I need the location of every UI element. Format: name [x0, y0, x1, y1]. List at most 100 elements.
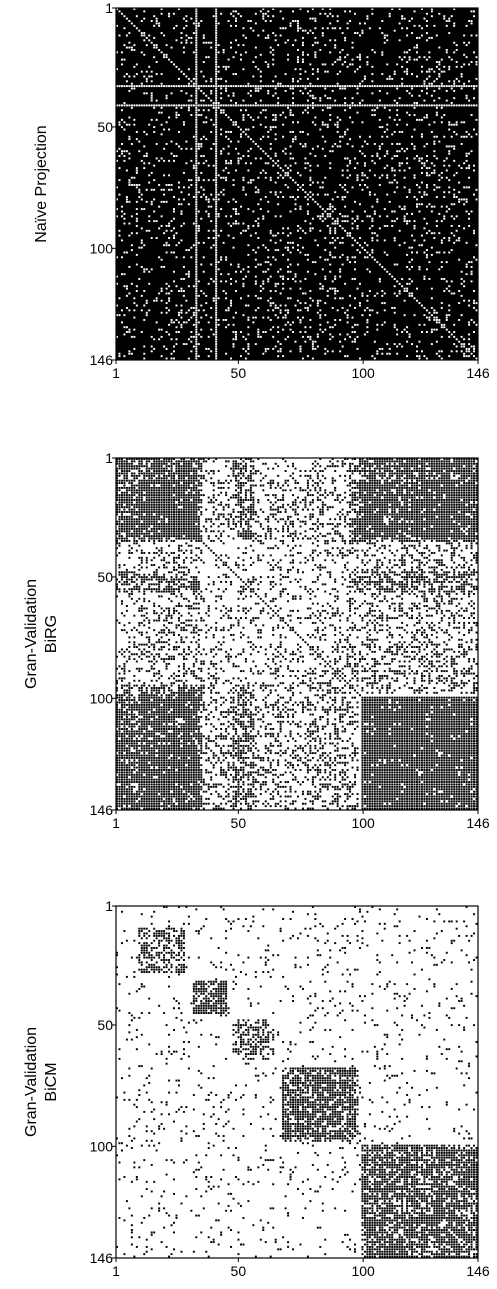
naive-projection-cell: [200, 196, 203, 198]
naive-projection-cell: [381, 290, 384, 293]
naive-projection-cell: [336, 222, 339, 225]
naive-projection-cell: [215, 229, 218, 232]
naive-projection-cell: [383, 34, 386, 37]
naive-projection-cell: [190, 41, 193, 44]
birg-cell: [116, 479, 118, 482]
naive-projection-cell: [289, 145, 292, 148]
naive-projection-cell: [274, 116, 277, 119]
naive-projection-cell: [249, 89, 252, 92]
birg-cell: [145, 518, 148, 521]
birg-cell: [197, 494, 200, 497]
naive-projection-cell: [232, 123, 235, 126]
birg-cell: [371, 470, 374, 472]
birg-cell: [128, 800, 131, 803]
naive-projection-cell: [448, 56, 451, 59]
birg-cell: [133, 759, 136, 762]
naive-projection-cell: [212, 297, 215, 300]
birg-cell: [123, 479, 126, 482]
birg-cell: [125, 460, 128, 463]
naive-projection-cell: [408, 220, 411, 223]
naive-projection-cell: [180, 323, 183, 326]
naive-projection-cell: [247, 304, 250, 307]
naive-projection-cell: [175, 285, 178, 288]
birg-cell: [438, 470, 441, 472]
naive-projection-cell: [274, 234, 277, 237]
naive-projection-cell: [358, 150, 361, 153]
naive-projection-cell: [292, 321, 295, 324]
birg-cell: [125, 609, 128, 612]
naive-projection-cell: [125, 123, 128, 126]
birg-cell: [170, 525, 173, 528]
naive-projection-cell: [195, 304, 198, 307]
naive-projection-cell: [212, 143, 215, 145]
birg-cell: [182, 489, 185, 492]
naive-projection-cell: [319, 229, 322, 232]
naive-projection-cell: [287, 265, 290, 268]
naive-projection-cell: [406, 104, 409, 107]
naive-projection-cell: [195, 333, 198, 336]
naive-projection-cell: [393, 99, 396, 102]
birg-cell: [150, 523, 153, 526]
naive-projection-cell: [195, 184, 198, 186]
birg-cell: [125, 696, 128, 699]
naive-projection-cell: [116, 208, 118, 211]
naive-projection-cell: [125, 198, 128, 201]
naive-projection-cell: [202, 155, 205, 157]
naive-projection-cell: [120, 126, 123, 129]
birg-cell: [175, 472, 178, 475]
birg-cell: [130, 515, 133, 518]
naive-projection-cell: [344, 184, 347, 186]
naive-projection-cell: [259, 70, 262, 73]
naive-projection-cell: [267, 249, 270, 252]
naive-projection-cell: [448, 285, 451, 288]
naive-projection-cell: [158, 205, 161, 208]
birg-cell: [128, 735, 131, 738]
birg-cell: [177, 515, 180, 518]
naive-projection-cell: [294, 208, 297, 211]
naive-projection-cell: [272, 94, 275, 97]
naive-projection-cell: [148, 104, 151, 107]
naive-projection-cell: [180, 106, 183, 109]
birg-cell: [239, 470, 242, 472]
naive-projection-cell: [173, 234, 176, 237]
birg-cell: [386, 465, 389, 468]
birg-cell: [158, 489, 161, 492]
birg-cell: [138, 511, 141, 513]
naive-projection-cell: [366, 176, 369, 179]
naive-projection-cell: [247, 224, 250, 227]
naive-projection-cell: [376, 239, 379, 242]
birg-cell: [368, 467, 371, 470]
birg-cell: [138, 537, 141, 540]
naive-projection-cell: [279, 239, 282, 242]
naive-projection-cell: [465, 198, 468, 201]
naive-projection-cell: [195, 22, 198, 25]
naive-projection-cell: [264, 152, 267, 155]
naive-projection-cell: [423, 278, 426, 280]
naive-projection-cell: [339, 297, 342, 300]
naive-projection-cell: [212, 198, 215, 201]
naive-projection-cell: [249, 20, 252, 22]
naive-projection-cell: [215, 306, 218, 309]
naive-projection-cell: [195, 229, 198, 232]
birg-cell: [123, 460, 126, 463]
birg-cell: [118, 730, 121, 733]
naive-projection-cell: [130, 85, 133, 88]
naive-projection-cell: [140, 85, 143, 88]
naive-projection-cell: [175, 24, 178, 27]
birg-cell: [284, 470, 287, 472]
naive-projection-cell: [187, 249, 190, 252]
naive-projection-cell: [135, 138, 138, 141]
naive-projection-cell: [361, 171, 364, 174]
birg-cell: [120, 482, 123, 485]
birg-cell: [125, 703, 128, 706]
naive-projection-cell: [257, 222, 260, 225]
birg-cell: [165, 491, 168, 494]
birg-cell: [443, 472, 446, 475]
naive-projection-cell: [425, 193, 428, 196]
birg-cell: [165, 508, 168, 511]
birg-cell: [411, 462, 414, 465]
birg-cell: [133, 701, 136, 704]
naive-projection-cell: [398, 22, 401, 25]
naive-projection-cell: [366, 143, 369, 145]
naive-projection-cell: [314, 27, 317, 30]
